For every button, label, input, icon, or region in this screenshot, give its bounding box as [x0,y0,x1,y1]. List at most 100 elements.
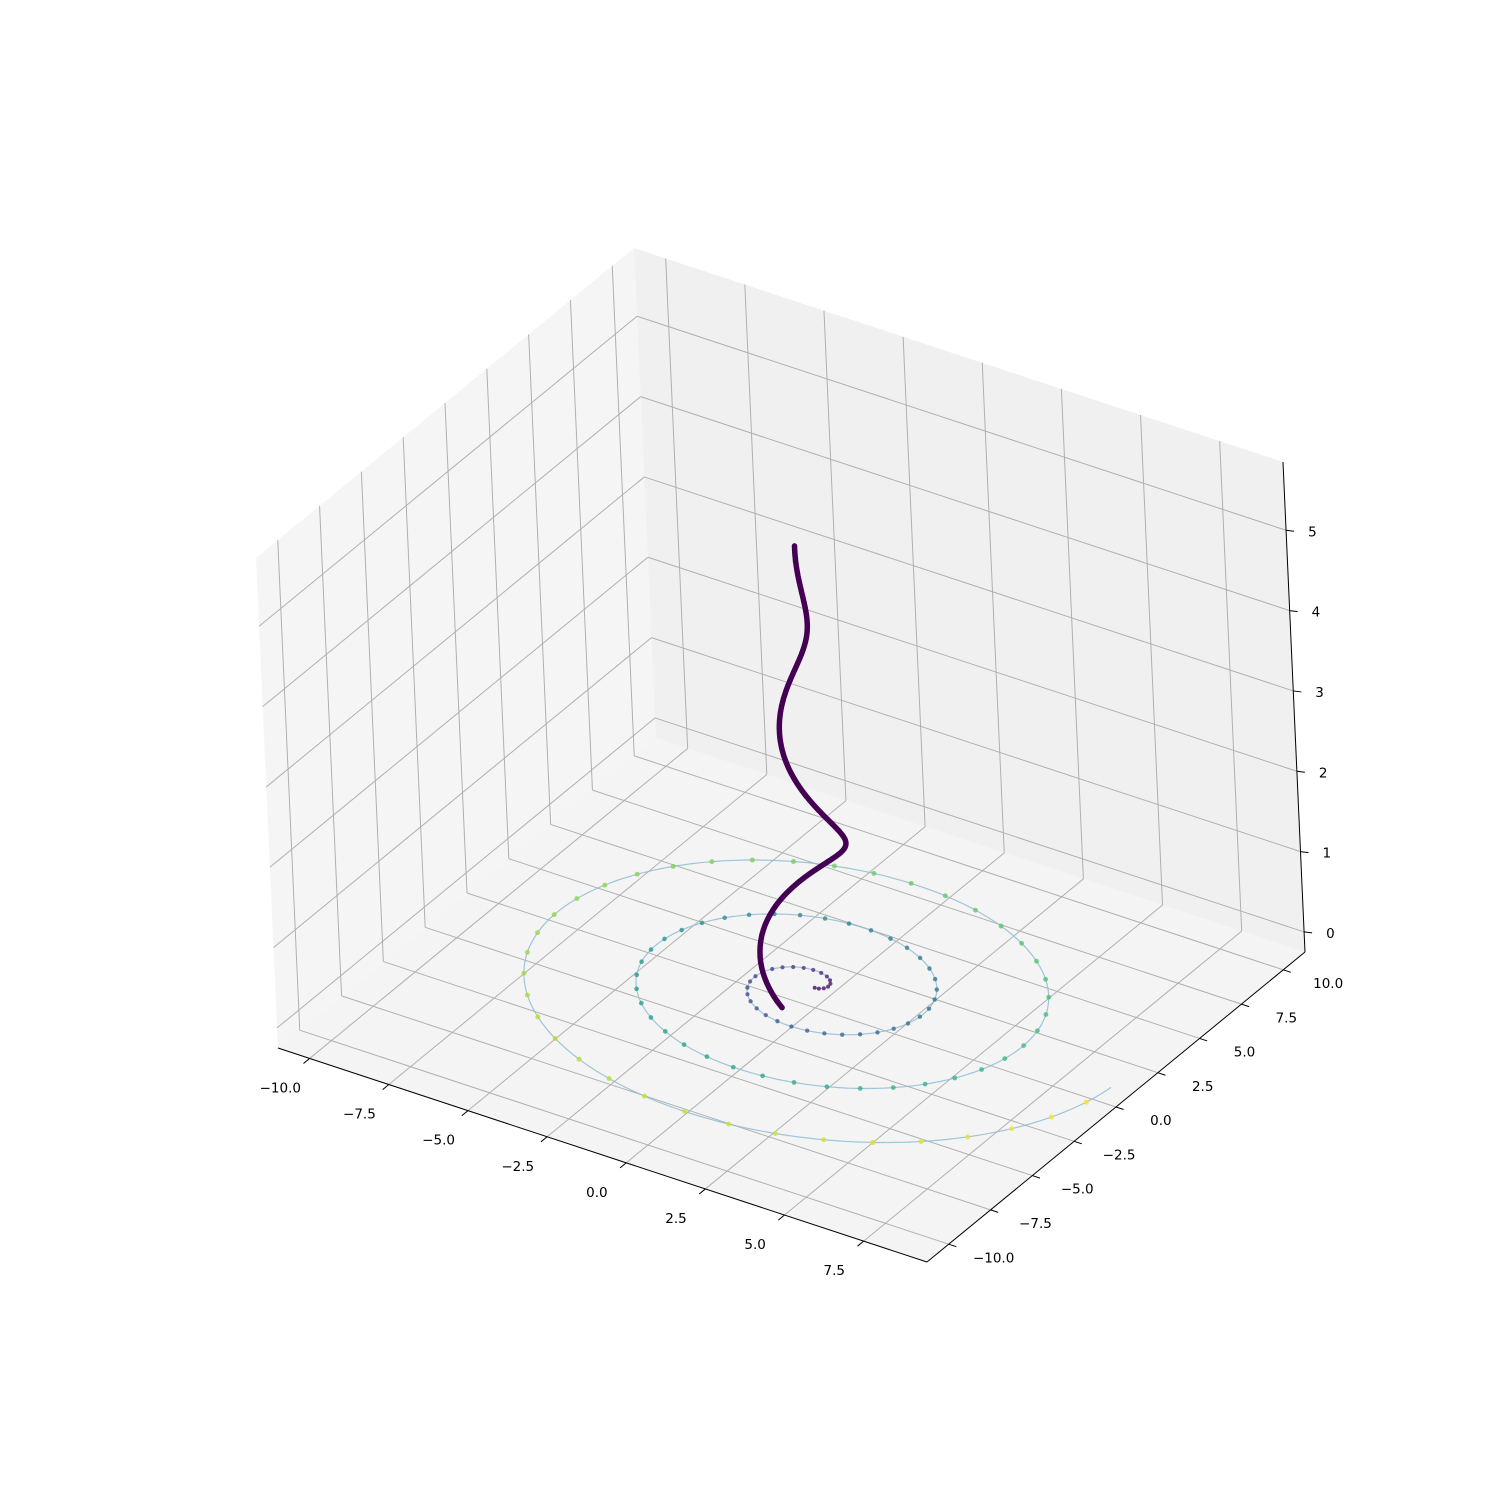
y-tick-mark [948,1243,957,1248]
spiral-point [904,945,910,951]
spiral-point [870,1139,876,1145]
spiral-point [760,1073,765,1079]
spiral-point [979,1067,984,1072]
spiral-point [524,949,530,955]
grid-line-y-side [528,334,552,825]
spiral-point [868,928,874,933]
grid-line-z-side [265,476,645,788]
spiral-point [875,1030,880,1035]
spiral-point [535,1014,541,1020]
spiral-point [1043,1012,1049,1017]
spiral-point [780,965,785,970]
grid-line-y-side [486,368,510,859]
axis-panes [256,248,1305,1262]
grid-line-y-side [611,265,635,756]
spiral-point [634,986,639,992]
x-tick-mark [857,1240,864,1247]
spiral-point [922,1081,928,1087]
spiral-point [811,967,816,972]
spiral-point [789,1024,794,1029]
spiral-point [679,927,684,933]
grid-line-z-side [276,717,656,1029]
spiral-point [822,1031,827,1036]
plot-area [521,543,1112,1145]
spiral-point [749,857,755,863]
y-tick-mark [1115,1106,1124,1110]
y-tick-mark [1074,1140,1082,1145]
spiral-point [576,1056,582,1062]
y-tick-mark [1157,1072,1166,1076]
x-tick-mark [778,1214,785,1221]
z-tick-mark [1286,529,1295,532]
spiral-point [791,859,796,864]
spiral-point [942,893,948,899]
y-tick-mark [1283,969,1292,973]
spiral-point [965,1134,971,1140]
spiral-point [670,863,676,869]
spiral-point [574,896,580,902]
spiral-point [801,965,806,970]
spiral-point [638,1000,644,1006]
z-tick-label: 3 [1315,685,1324,701]
spiral-point [857,1086,863,1091]
x-tick-label: 7.5 [824,1263,845,1279]
z-tick-label: 1 [1322,846,1331,862]
helix-curve [757,543,849,1011]
spiral-point [824,1084,830,1090]
x-axis-line [277,1047,928,1263]
spiral-point [704,1054,710,1059]
spiral-point [753,974,758,979]
grid-line-y-floor [425,926,1075,1142]
spiral-point [535,930,541,936]
spiral-point [822,916,828,921]
grid-line-y-side [569,300,593,791]
spiral-point [840,1032,845,1037]
x-tick-label: −5.0 [422,1133,455,1149]
spiral-point [521,970,527,976]
spiral-point [871,870,877,876]
grid-line-z-back [654,717,1305,933]
grid-line-z-back [644,476,1294,692]
y-tick-label: −5.0 [1061,1182,1094,1198]
spiral-point [722,915,727,921]
grid-line-y-side [402,437,426,928]
spiral-point [639,959,644,965]
x-tick-mark [382,1084,390,1090]
spiral-point [890,1085,896,1090]
spiral-point [831,863,837,869]
grid-line-y-floor [592,789,1242,1005]
grid-line-y-side [277,540,301,1031]
tick-marks [303,529,1313,1248]
grid-line-x-back [981,362,1005,853]
spiral-point [1046,994,1052,1000]
x-tick-label: 0.0 [586,1185,607,1201]
y-tick-label: 2.5 [1192,1079,1213,1095]
spiral-point [763,1012,768,1018]
spiral-point [952,1075,958,1081]
spiral-point [552,1035,558,1042]
grid-line-x-back [744,284,768,775]
x-tick-mark [698,1188,706,1195]
spiral-point [1034,1028,1040,1034]
y-tick-mark [1199,1037,1208,1042]
y-tick-label: −7.5 [1019,1216,1052,1232]
spiral-point [828,981,833,986]
x-tick-label: −10.0 [260,1081,301,1097]
y-tick-label: −10.0 [973,1250,1014,1266]
z-axis-line [1282,461,1306,953]
spiral-point [805,1028,810,1033]
grid-line-y-floor [341,995,991,1211]
z-tick-label: 4 [1312,605,1321,621]
grid-line-z-back [651,637,1301,853]
grid-line-y-floor [634,755,1284,971]
y-tick-label: 5.0 [1234,1045,1255,1061]
tick-labels: −10.0 −7.5 −5.0 −2.5 0.0 2.5 5.0 7.5 −10.0 −7.5 −5… [260,524,1344,1279]
y-tick-mark [1032,1175,1041,1179]
spiral-point [932,997,937,1002]
spiral-point [606,1076,612,1082]
spiral-point [730,1064,736,1070]
spiral-point [846,921,852,926]
grid-line-y-side [360,471,384,962]
spiral-point [748,999,753,1004]
spiral-point [1019,940,1025,946]
